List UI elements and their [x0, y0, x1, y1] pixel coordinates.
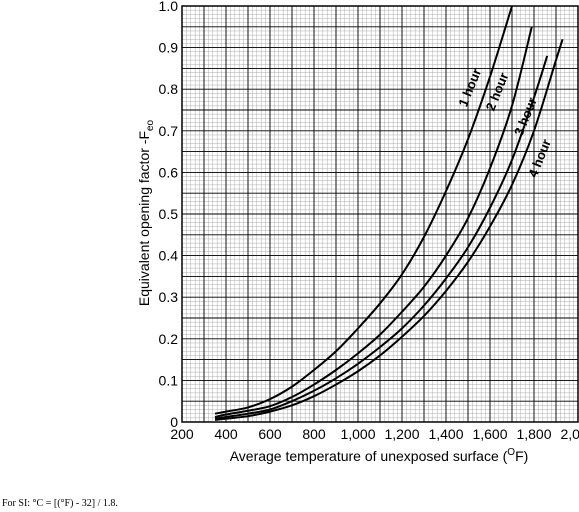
series-group: [214, 5, 564, 421]
series-line-2-hour: [214, 26, 533, 418]
y-axis-ticks: 0 0.1 0.2 0.3 0.4 0.5 0.6 0.7 0.8 0.9 1.0: [159, 0, 179, 430]
x-tick-label: 400: [214, 426, 238, 442]
y-tick-label: 0.2: [159, 331, 179, 347]
y-tick-label: 0.7: [159, 123, 179, 139]
x-tick-label: 1,000: [340, 426, 375, 442]
y-tick-label: 0.9: [159, 40, 179, 56]
x-tick-label: 1,800: [516, 426, 551, 442]
x-tick-label: 200: [170, 426, 194, 442]
y-tick-label: 0.4: [159, 248, 179, 264]
y-tick-label: 0.5: [159, 206, 179, 222]
x-axis-title: Average temperature of unexposed surface…: [230, 447, 529, 464]
x-tick-label: 800: [302, 426, 326, 442]
y-tick-label: 0.6: [159, 164, 179, 180]
y-axis-title: Equivalent opening factor -Feo: [136, 119, 156, 306]
grid-major: [182, 6, 578, 422]
y-tick-label: 1.0: [159, 0, 179, 14]
x-tick-label: 1,400: [428, 426, 463, 442]
y-tick-label: 0.1: [159, 372, 179, 388]
x-tick-label: 1,600: [472, 426, 507, 442]
x-tick-label: 600: [258, 426, 282, 442]
footnote: For SI: °C = [(°F) - 32] / 1.8.: [2, 498, 118, 509]
y-tick-label: 0: [170, 414, 178, 430]
y-tick-label: 0.8: [159, 81, 179, 97]
plot-frame: [181, 5, 579, 423]
series-line-3-hour: [214, 55, 549, 420]
series-line-4-hour: [214, 38, 564, 421]
x-tick-label: 1,200: [384, 426, 419, 442]
x-tick-label: 2,000: [560, 426, 579, 442]
x-axis-ticks: 200 400 600 800 1,000 1,200 1,400 1,600 1,800 2,0…: [170, 426, 579, 442]
series-line-1-hour: [214, 5, 513, 415]
y-tick-label: 0.3: [159, 289, 179, 305]
